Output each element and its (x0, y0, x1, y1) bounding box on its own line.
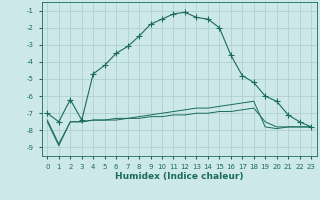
X-axis label: Humidex (Indice chaleur): Humidex (Indice chaleur) (115, 172, 244, 181)
